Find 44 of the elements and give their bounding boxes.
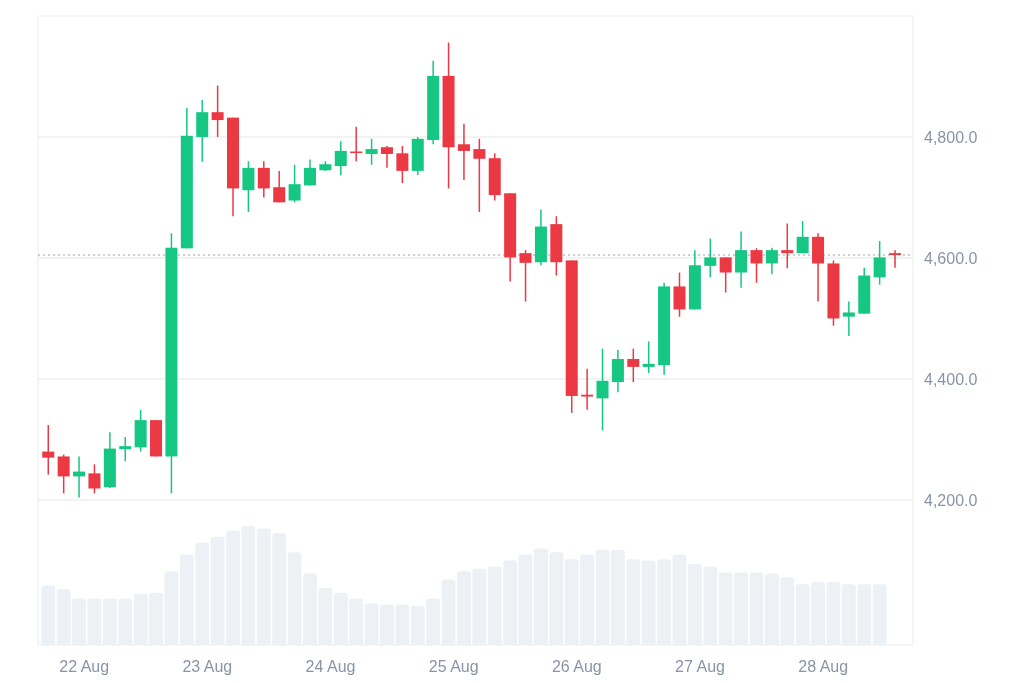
candlestick — [719, 256, 732, 294]
x-tick-label: 22 Aug — [59, 658, 110, 675]
candlestick — [750, 247, 763, 284]
candlestick — [57, 453, 70, 495]
candlestick — [334, 140, 347, 176]
candlestick — [781, 222, 794, 270]
candlestick — [211, 84, 224, 138]
y-tick-label: 4,200.0 — [924, 491, 978, 509]
candlestick — [796, 220, 809, 254]
candlestick — [642, 340, 655, 374]
candlestick — [242, 160, 255, 213]
candlestick — [303, 158, 316, 187]
candlestick — [396, 145, 409, 184]
candlestick — [873, 240, 886, 286]
x-tick-label: 24 Aug — [305, 658, 356, 675]
candlestick — [88, 463, 101, 495]
candlestick — [765, 246, 778, 276]
candlestick — [457, 122, 470, 181]
candlestick — [42, 424, 55, 476]
x-tick-label: 25 Aug — [428, 658, 479, 675]
x-tick-label: 23 Aug — [182, 658, 233, 675]
y-tick-label: 4,600.0 — [924, 249, 978, 267]
candlestick — [627, 348, 640, 383]
candlestick — [273, 170, 286, 204]
candlestick — [889, 249, 902, 269]
candlestick — [365, 138, 378, 166]
x-tick-label: 28 Aug — [798, 658, 849, 675]
candlestick — [288, 164, 301, 204]
candlestick — [842, 300, 855, 337]
x-tick-label: 27 Aug — [675, 658, 725, 675]
candlestick — [519, 249, 532, 303]
x-tick-label: 26 Aug — [551, 658, 602, 675]
y-tick-label: 4,400.0 — [924, 370, 978, 388]
candlestick — [596, 348, 609, 432]
candlestick — [257, 160, 270, 199]
candlestick — [704, 237, 717, 279]
candlestick — [611, 349, 624, 394]
candlestick — [735, 230, 748, 289]
candlestick — [380, 145, 393, 169]
candlestick — [581, 367, 594, 411]
candlestick — [473, 138, 486, 213]
y-tick-label: 4,800.0 — [924, 128, 978, 146]
candlestick — [673, 271, 686, 318]
candlestick — [119, 436, 132, 463]
